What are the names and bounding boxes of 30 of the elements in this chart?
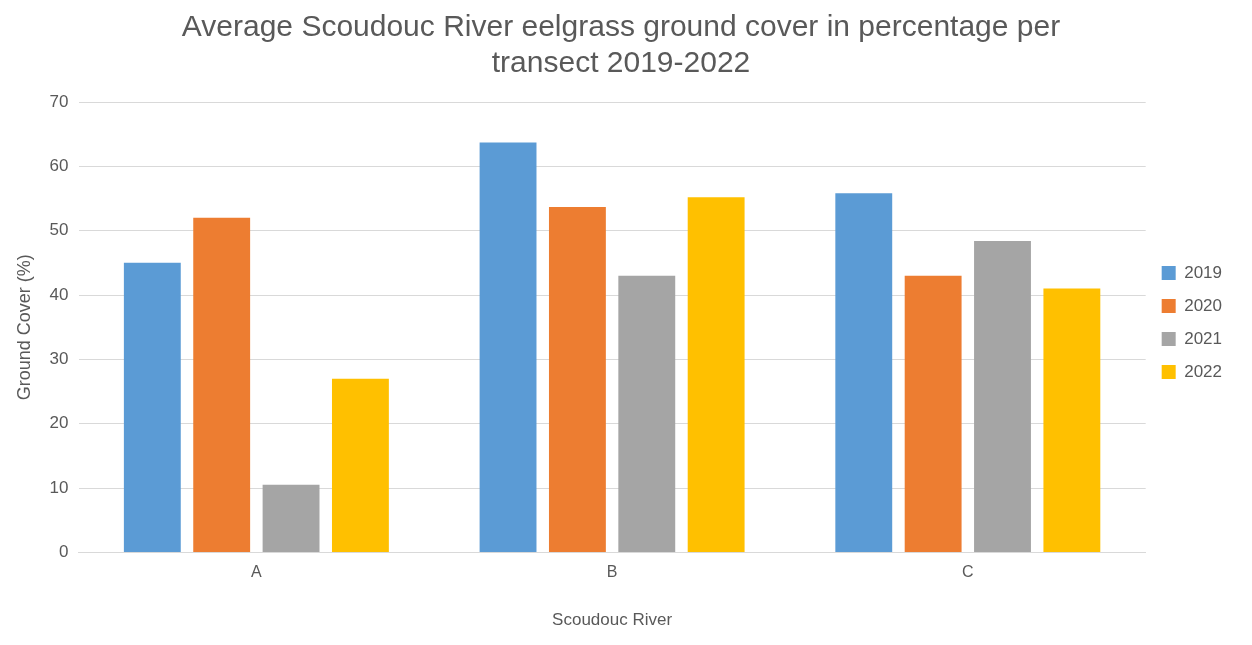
y-axis-title: Ground Cover (%) bbox=[13, 254, 34, 401]
x-tick-label: A bbox=[251, 563, 263, 581]
bar bbox=[835, 193, 893, 552]
legend-label: 2022 bbox=[1184, 361, 1223, 381]
bar bbox=[331, 378, 389, 552]
bar bbox=[618, 275, 676, 552]
legend-label: 2020 bbox=[1184, 295, 1223, 315]
bar bbox=[904, 275, 962, 552]
bar bbox=[262, 484, 320, 552]
y-tick-label: 0 bbox=[59, 542, 69, 562]
y-tick-label: 50 bbox=[49, 220, 69, 240]
y-tick-label: 70 bbox=[49, 91, 69, 111]
y-tick-label: 20 bbox=[49, 413, 69, 433]
bar bbox=[687, 197, 745, 552]
x-tick-label: B bbox=[606, 563, 618, 581]
legend-label: 2021 bbox=[1184, 328, 1223, 348]
x-tick-label: C bbox=[962, 563, 974, 581]
bar bbox=[479, 142, 537, 552]
y-tick-label: 30 bbox=[49, 349, 69, 369]
y-tick-label: 10 bbox=[49, 477, 69, 497]
chart-title: Average Scoudouc River eelgrass ground cover in percentage per transect 2019-2022 bbox=[181, 9, 1061, 79]
x-axis-title: Scoudouc River bbox=[552, 610, 673, 630]
legend-label: 2019 bbox=[1184, 262, 1223, 282]
bar bbox=[193, 217, 251, 552]
bar bbox=[1043, 288, 1101, 552]
bar bbox=[974, 240, 1031, 552]
y-tick-label: 40 bbox=[49, 284, 69, 304]
bar bbox=[548, 206, 606, 552]
y-tick-label: 60 bbox=[49, 156, 69, 176]
bar bbox=[123, 262, 181, 552]
